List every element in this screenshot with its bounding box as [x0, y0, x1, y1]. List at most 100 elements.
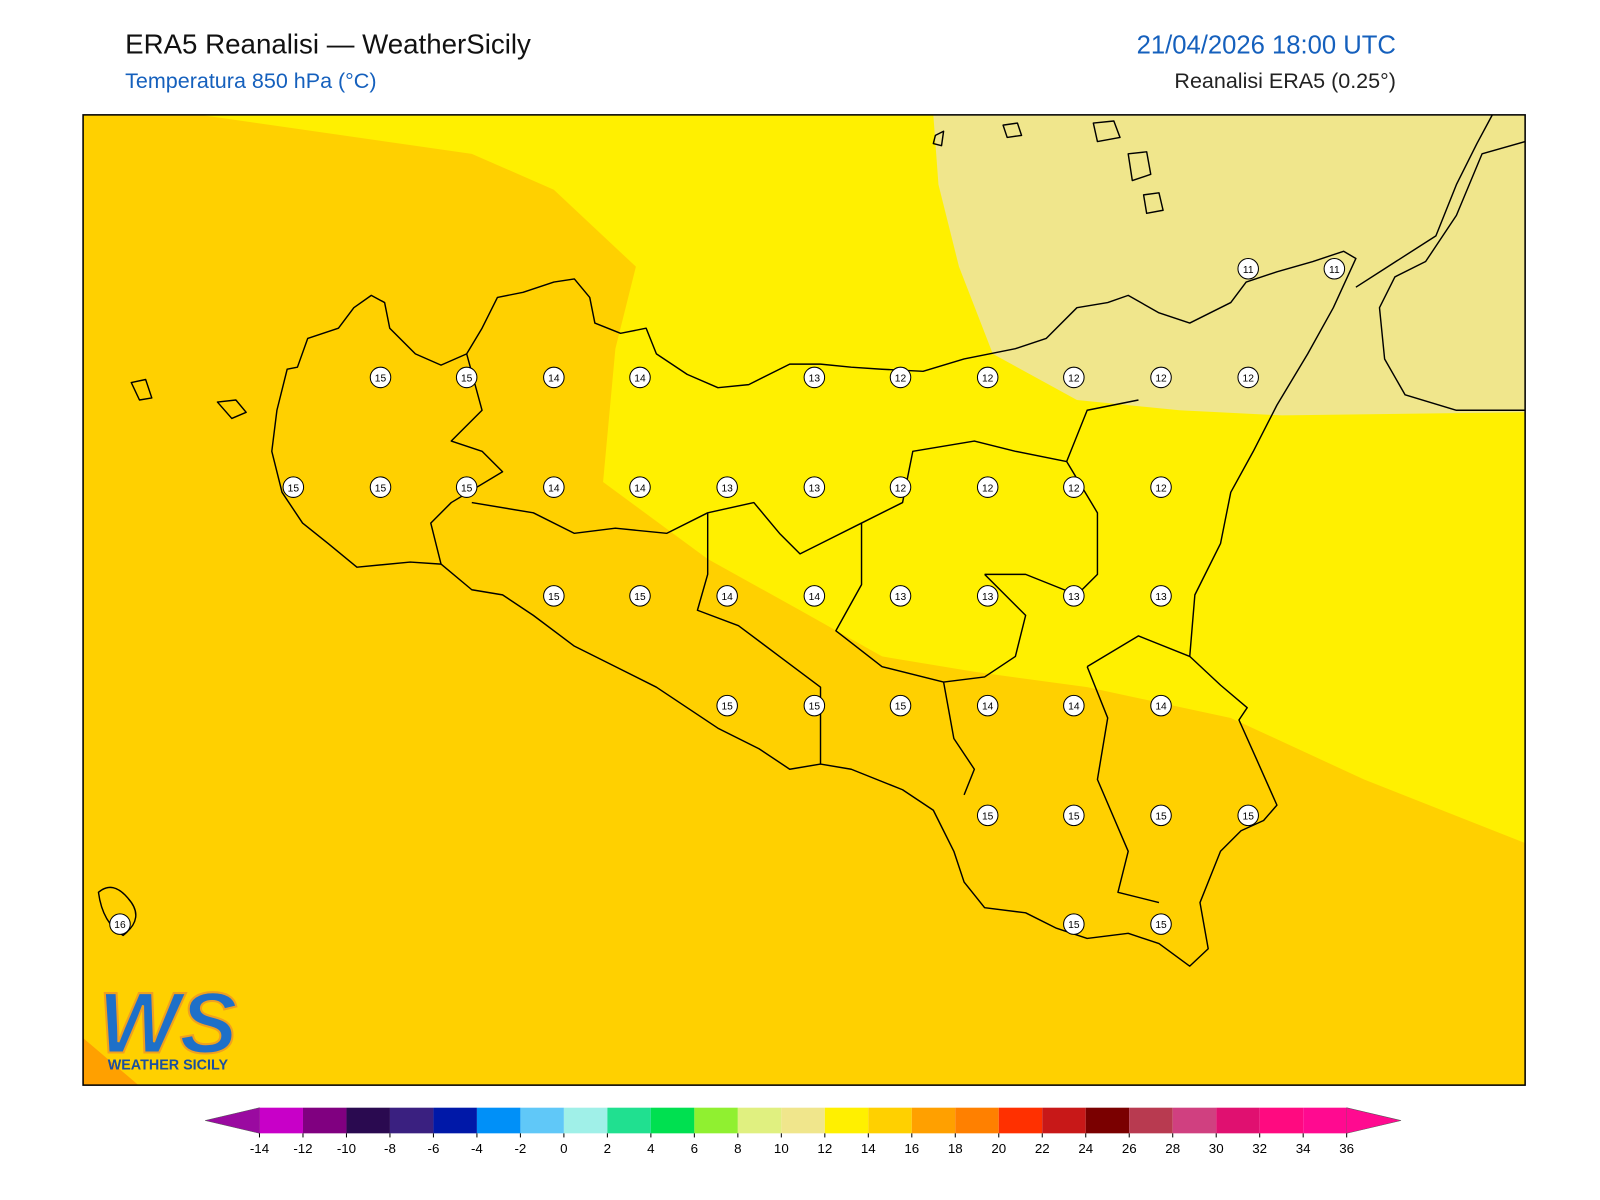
station-marker — [455, 476, 478, 498]
station-value: 12 — [1155, 483, 1167, 494]
station-value: 15 — [1155, 811, 1167, 822]
station-marker — [1063, 476, 1085, 498]
station-value: 11 — [1243, 265, 1254, 276]
colorbar-tick-label: 28 — [1165, 1141, 1180, 1156]
station-marker — [1323, 257, 1346, 280]
colorbar-bin — [433, 1107, 477, 1134]
colorbar-tick-label: 20 — [991, 1141, 1006, 1156]
provinces — [430, 353, 1191, 904]
datetime: 21/04/2026 18:00 UTC — [1137, 31, 1396, 59]
colorbar-tick-label: 16 — [904, 1141, 919, 1156]
station-value: 14 — [982, 702, 994, 713]
colorbar-bin — [998, 1107, 1043, 1134]
station-labels: 11 11 15 15 14 14 13 12 12 12 12 12 15 15 15 14 14 13 13 12… — [109, 257, 1346, 935]
colorbar-tick-label: 6 — [691, 1141, 698, 1156]
station-marker — [1150, 476, 1172, 498]
logo-name: WEATHER SICILY — [108, 1058, 229, 1074]
station-value: 12 — [1155, 374, 1167, 385]
colorbar-bin — [259, 1107, 303, 1134]
islands — [97, 120, 1164, 937]
station-marker — [716, 694, 738, 717]
colorbar-tick-label: 12 — [817, 1141, 832, 1156]
colorbar-bin — [781, 1107, 825, 1134]
map: 11 11 15 15 14 14 13 12 12 12 12 12 15 15 15 14 14 13 13 12… — [82, 114, 1526, 1086]
colorbar: -14 -12 -10 -8 -6 -4 -2 0 2 4 6 8 10 12 14 16 18 20 22 24 26… — [205, 1107, 1402, 1156]
subtitle: Temperatura 850 hPa (°C) — [125, 69, 376, 93]
station-value: 15 — [1068, 811, 1080, 822]
colorbar-tick-label: -4 — [471, 1141, 483, 1156]
station-marker — [976, 366, 999, 389]
station-value: 14 — [548, 483, 560, 494]
station-marker — [1063, 804, 1085, 827]
station-marker — [629, 585, 651, 607]
station-marker — [1150, 366, 1172, 389]
map-frame — [82, 114, 1526, 1086]
colorbar-tick-label: -6 — [428, 1141, 440, 1156]
station-marker — [1063, 366, 1085, 389]
station-marker — [716, 585, 738, 607]
colorbar-tick-label: 10 — [774, 1141, 789, 1156]
colorbar-tick-label: -10 — [337, 1141, 356, 1156]
station-value: 15 — [721, 702, 733, 713]
title: ERA5 Reanalisi — WeatherSicily — [125, 28, 531, 59]
colorbar-bin — [346, 1107, 390, 1134]
colorbar-bin — [1216, 1107, 1260, 1134]
colorbar-tick-label: 8 — [734, 1141, 741, 1156]
station-value: 13 — [1068, 592, 1080, 603]
station-marker — [1237, 366, 1259, 389]
station-marker — [1150, 585, 1172, 607]
station-marker — [1063, 585, 1085, 607]
colorbar-bin — [302, 1107, 347, 1134]
colorbar-bin — [1129, 1107, 1173, 1134]
colorbar-tick-label: 30 — [1209, 1141, 1224, 1156]
colorbar-tick-label: 0 — [560, 1141, 567, 1156]
station-value: 15 — [375, 483, 387, 494]
colorbar-bin — [955, 1107, 999, 1134]
station-marker — [455, 366, 478, 389]
station-value: 14 — [1068, 702, 1080, 713]
station-marker — [976, 694, 999, 717]
station-value: 14 — [634, 483, 646, 494]
station-marker — [976, 585, 999, 607]
colorbar-bin — [824, 1107, 869, 1134]
colorbar-bin — [650, 1107, 695, 1134]
station-marker — [1237, 257, 1259, 280]
calabria-coast — [1355, 114, 1526, 411]
station-value: 14 — [721, 592, 733, 603]
sicily-coast — [271, 250, 1357, 967]
station-value: 14 — [1155, 702, 1167, 713]
station-value: 13 — [809, 374, 821, 385]
colorbar-tick-label: 4 — [647, 1141, 655, 1156]
station-marker — [109, 913, 131, 935]
station-value: 11 — [1329, 265, 1340, 276]
station-marker — [1150, 804, 1172, 827]
colorbar-bin — [520, 1107, 564, 1134]
station-marker — [369, 366, 392, 389]
field-10-12 — [933, 114, 1526, 416]
station-marker — [976, 476, 999, 498]
station-value: 14 — [548, 374, 560, 385]
colorbar-bin — [694, 1107, 738, 1134]
station-value: 12 — [982, 483, 994, 494]
station-value: 15 — [375, 374, 387, 385]
station-value: 15 — [461, 483, 473, 494]
colorbar-bin — [911, 1107, 956, 1134]
station-value: 15 — [895, 702, 907, 713]
station-marker — [803, 366, 826, 389]
station-value: 14 — [809, 592, 821, 603]
station-marker — [716, 476, 738, 498]
colorbar-tick-label: 24 — [1078, 1141, 1093, 1156]
station-marker — [1063, 694, 1085, 717]
colorbar-tick-label: 18 — [948, 1141, 963, 1156]
station-marker — [543, 476, 565, 498]
station-marker — [976, 804, 999, 827]
colorbar-tick-label: 34 — [1296, 1141, 1311, 1156]
colorbar-tick-label: 26 — [1122, 1141, 1137, 1156]
station-marker — [1237, 804, 1259, 827]
station-marker — [1150, 913, 1172, 935]
station-value: 15 — [548, 592, 560, 603]
colorbar-under — [205, 1107, 260, 1134]
station-marker — [629, 476, 651, 498]
station-marker — [803, 476, 826, 498]
